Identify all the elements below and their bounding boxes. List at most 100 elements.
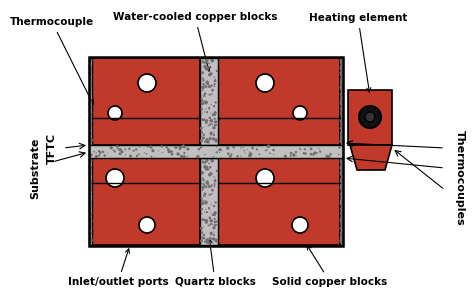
Circle shape bbox=[339, 227, 342, 230]
Circle shape bbox=[89, 241, 91, 243]
Circle shape bbox=[158, 150, 159, 152]
Circle shape bbox=[215, 121, 218, 123]
Circle shape bbox=[208, 225, 209, 226]
Circle shape bbox=[341, 109, 342, 110]
Circle shape bbox=[340, 200, 342, 202]
Circle shape bbox=[296, 155, 297, 156]
Circle shape bbox=[136, 154, 138, 157]
Circle shape bbox=[340, 121, 343, 123]
Circle shape bbox=[89, 137, 92, 140]
Circle shape bbox=[359, 106, 381, 128]
Circle shape bbox=[341, 209, 342, 210]
Circle shape bbox=[90, 138, 91, 139]
Circle shape bbox=[202, 79, 205, 82]
Circle shape bbox=[216, 146, 218, 147]
Circle shape bbox=[89, 119, 92, 122]
Circle shape bbox=[201, 71, 204, 74]
Circle shape bbox=[90, 239, 92, 243]
Circle shape bbox=[89, 239, 91, 242]
Circle shape bbox=[340, 220, 343, 224]
Circle shape bbox=[89, 226, 92, 230]
Circle shape bbox=[89, 168, 91, 170]
Circle shape bbox=[196, 155, 200, 158]
Circle shape bbox=[210, 219, 213, 223]
Circle shape bbox=[89, 165, 92, 169]
Circle shape bbox=[201, 108, 203, 111]
Circle shape bbox=[89, 61, 91, 63]
Circle shape bbox=[89, 127, 91, 130]
Circle shape bbox=[89, 227, 91, 230]
Circle shape bbox=[202, 177, 204, 179]
Circle shape bbox=[340, 61, 343, 63]
Circle shape bbox=[340, 162, 342, 164]
Circle shape bbox=[89, 131, 91, 134]
Circle shape bbox=[341, 205, 343, 207]
Circle shape bbox=[89, 83, 91, 85]
Circle shape bbox=[211, 223, 212, 224]
Circle shape bbox=[341, 195, 342, 196]
Circle shape bbox=[201, 60, 204, 63]
Circle shape bbox=[340, 241, 342, 243]
Circle shape bbox=[341, 185, 343, 187]
Circle shape bbox=[147, 146, 148, 148]
Circle shape bbox=[90, 59, 91, 60]
Circle shape bbox=[90, 179, 91, 180]
Circle shape bbox=[201, 208, 203, 211]
Circle shape bbox=[207, 138, 208, 139]
Circle shape bbox=[243, 150, 245, 152]
Circle shape bbox=[89, 179, 91, 182]
Circle shape bbox=[290, 152, 292, 154]
Circle shape bbox=[90, 226, 91, 228]
Circle shape bbox=[340, 219, 342, 220]
Circle shape bbox=[200, 139, 203, 142]
Circle shape bbox=[89, 73, 92, 76]
Circle shape bbox=[213, 214, 216, 216]
Circle shape bbox=[210, 84, 213, 87]
Circle shape bbox=[205, 221, 208, 224]
Circle shape bbox=[341, 114, 343, 116]
Circle shape bbox=[214, 132, 215, 133]
Circle shape bbox=[207, 238, 208, 239]
Circle shape bbox=[90, 224, 92, 226]
Circle shape bbox=[211, 123, 212, 124]
Circle shape bbox=[340, 100, 342, 102]
Circle shape bbox=[341, 105, 343, 107]
Circle shape bbox=[292, 153, 296, 157]
Circle shape bbox=[201, 89, 203, 91]
Circle shape bbox=[211, 214, 213, 216]
Circle shape bbox=[89, 128, 91, 130]
Circle shape bbox=[90, 65, 91, 66]
Circle shape bbox=[339, 86, 343, 89]
Circle shape bbox=[204, 100, 208, 104]
Circle shape bbox=[340, 65, 342, 66]
Circle shape bbox=[341, 242, 342, 244]
Circle shape bbox=[214, 111, 217, 114]
Circle shape bbox=[89, 202, 91, 205]
Bar bbox=[92, 58, 200, 145]
Circle shape bbox=[89, 197, 91, 200]
Circle shape bbox=[341, 170, 343, 172]
Circle shape bbox=[89, 219, 92, 223]
Circle shape bbox=[90, 189, 91, 190]
Circle shape bbox=[211, 93, 213, 94]
Circle shape bbox=[90, 114, 91, 116]
Bar bbox=[218, 158, 340, 245]
Circle shape bbox=[95, 155, 98, 158]
Circle shape bbox=[205, 140, 209, 143]
Circle shape bbox=[341, 125, 342, 127]
Circle shape bbox=[113, 149, 114, 151]
Circle shape bbox=[341, 176, 343, 178]
Circle shape bbox=[209, 123, 211, 126]
Circle shape bbox=[325, 155, 328, 158]
Circle shape bbox=[340, 192, 343, 195]
Circle shape bbox=[203, 134, 205, 136]
Circle shape bbox=[214, 138, 218, 142]
Circle shape bbox=[90, 96, 91, 97]
Circle shape bbox=[214, 220, 217, 224]
Circle shape bbox=[340, 224, 343, 226]
Circle shape bbox=[210, 159, 214, 163]
Circle shape bbox=[299, 148, 301, 149]
Circle shape bbox=[341, 123, 343, 124]
Circle shape bbox=[216, 170, 218, 172]
Circle shape bbox=[90, 70, 92, 72]
